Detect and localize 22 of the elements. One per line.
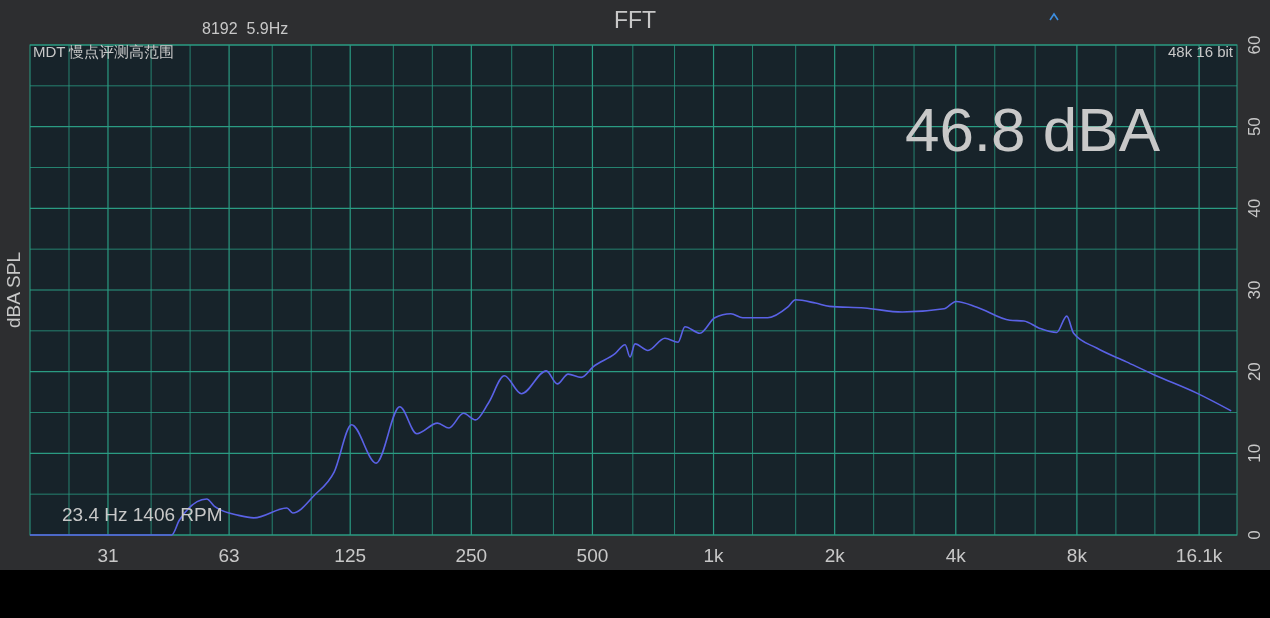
x-tick-label: 16.1k: [1175, 545, 1223, 566]
x-tick-label: 63: [218, 545, 240, 566]
x-tick-label: 31: [97, 545, 119, 566]
x-tick-label: 250: [455, 545, 488, 566]
y-tick-label: 30: [1244, 280, 1264, 300]
x-tick-label: 4k: [945, 545, 967, 566]
chart-title: FFT: [613, 7, 657, 33]
y-tick-label: 40: [1244, 198, 1264, 218]
y-axis-title: dBA SPL: [3, 251, 24, 329]
annotation: 48k 16 bit: [1167, 43, 1234, 60]
y-tick-label: 0: [1244, 530, 1264, 540]
x-tick-label: 2k: [824, 545, 846, 566]
x-tick-label: 1k: [703, 545, 725, 566]
text: 8192 5.9Hz: [202, 20, 289, 37]
x-tick-label: 500: [576, 545, 609, 566]
y-tick-label: 10: [1244, 443, 1264, 463]
x-tick-label: 8k: [1066, 545, 1088, 566]
y-tick-label: 50: [1244, 117, 1264, 137]
x-tick-label: 125: [334, 545, 367, 566]
y-tick-label: 60: [1244, 35, 1264, 55]
y-tick-label: 20: [1244, 362, 1264, 382]
annotation: MDT 慢点评测高范围: [33, 43, 175, 60]
